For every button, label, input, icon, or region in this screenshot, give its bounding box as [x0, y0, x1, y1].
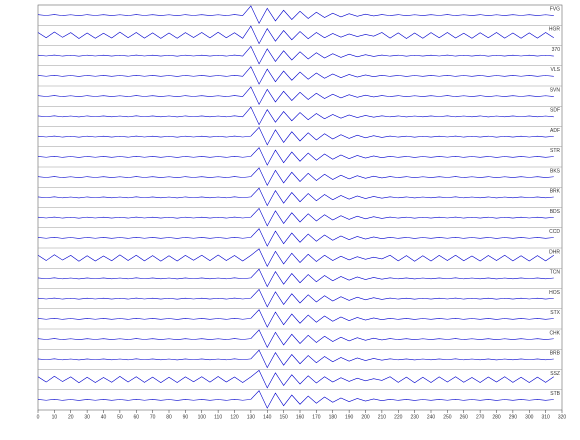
station-label: STB — [550, 391, 560, 397]
trace — [37, 167, 554, 187]
x-tick-label: 130 — [247, 414, 256, 420]
trace — [37, 268, 554, 288]
station-label: STX — [550, 310, 560, 316]
station-label: 370 — [552, 47, 561, 53]
x-tick-label: 20 — [68, 414, 74, 420]
x-tick-label: 80 — [166, 414, 172, 420]
x-tick-label: 0 — [37, 414, 40, 420]
x-tick-label: 240 — [427, 414, 436, 420]
x-tick-label: 90 — [183, 414, 189, 420]
station-label: BDS — [550, 209, 561, 215]
trace — [37, 349, 554, 369]
trace — [37, 228, 554, 247]
x-tick-label: 60 — [133, 414, 139, 420]
trace — [37, 309, 554, 328]
x-tick-label: 160 — [296, 414, 305, 420]
x-tick-label: 50 — [117, 414, 123, 420]
x-tick-label: 110 — [214, 414, 222, 420]
station-label: DHR — [549, 249, 560, 255]
station-label: CCD — [549, 229, 560, 235]
trace — [37, 106, 554, 126]
station-label: VLS — [551, 67, 561, 73]
x-tick-label: 210 — [378, 414, 387, 420]
trace — [37, 45, 554, 65]
trace — [37, 5, 554, 25]
x-tick-label: 180 — [329, 414, 338, 420]
x-tick-label: 30 — [84, 414, 90, 420]
trace — [37, 288, 554, 308]
x-tick-label: 280 — [492, 414, 501, 420]
x-tick-label: 200 — [361, 414, 370, 420]
x-tick-label: 120 — [230, 414, 239, 420]
station-label: ADF — [550, 128, 560, 134]
station-label: SVN — [550, 87, 561, 93]
x-tick-label: 170 — [312, 414, 321, 420]
x-tick-label: 100 — [198, 414, 207, 420]
x-tick-label: 290 — [509, 414, 518, 420]
x-tick-label: 310 — [541, 414, 550, 420]
station-label: SDF — [550, 108, 560, 114]
station-label: SSZ — [550, 371, 560, 377]
x-tick-label: 260 — [460, 414, 469, 420]
x-tick-label: 70 — [150, 414, 156, 420]
station-label: FVG — [550, 6, 560, 12]
station-label: STR — [550, 148, 560, 154]
trace — [37, 86, 554, 106]
trace — [37, 248, 554, 268]
station-label: BKS — [550, 168, 561, 174]
trace — [37, 147, 554, 166]
station-label: HOS — [549, 290, 561, 296]
x-tick-label: 220 — [394, 414, 403, 420]
x-tick-label: 40 — [101, 414, 107, 420]
x-tick-label: 270 — [476, 414, 485, 420]
trace — [37, 207, 554, 227]
trace — [37, 66, 554, 85]
station-label: CHK — [549, 330, 560, 336]
station-label: BRK — [550, 189, 561, 195]
x-tick-label: 150 — [279, 414, 288, 420]
trace — [37, 390, 554, 409]
x-tick-label: 250 — [443, 414, 452, 420]
x-tick-label: 320 — [558, 414, 567, 420]
x-tick-label: 230 — [410, 414, 419, 420]
trace — [37, 126, 554, 146]
x-tick-label: 10 — [52, 414, 58, 420]
station-label: HGR — [549, 27, 561, 33]
trace — [37, 187, 554, 207]
station-label: BRB — [550, 351, 561, 357]
trace — [37, 329, 554, 349]
x-tick-label: 190 — [345, 414, 354, 420]
x-tick-label: 300 — [525, 414, 534, 420]
trace — [37, 25, 554, 45]
x-tick-label: 140 — [263, 414, 272, 420]
trace — [37, 369, 554, 389]
station-label: TCN — [550, 270, 561, 276]
